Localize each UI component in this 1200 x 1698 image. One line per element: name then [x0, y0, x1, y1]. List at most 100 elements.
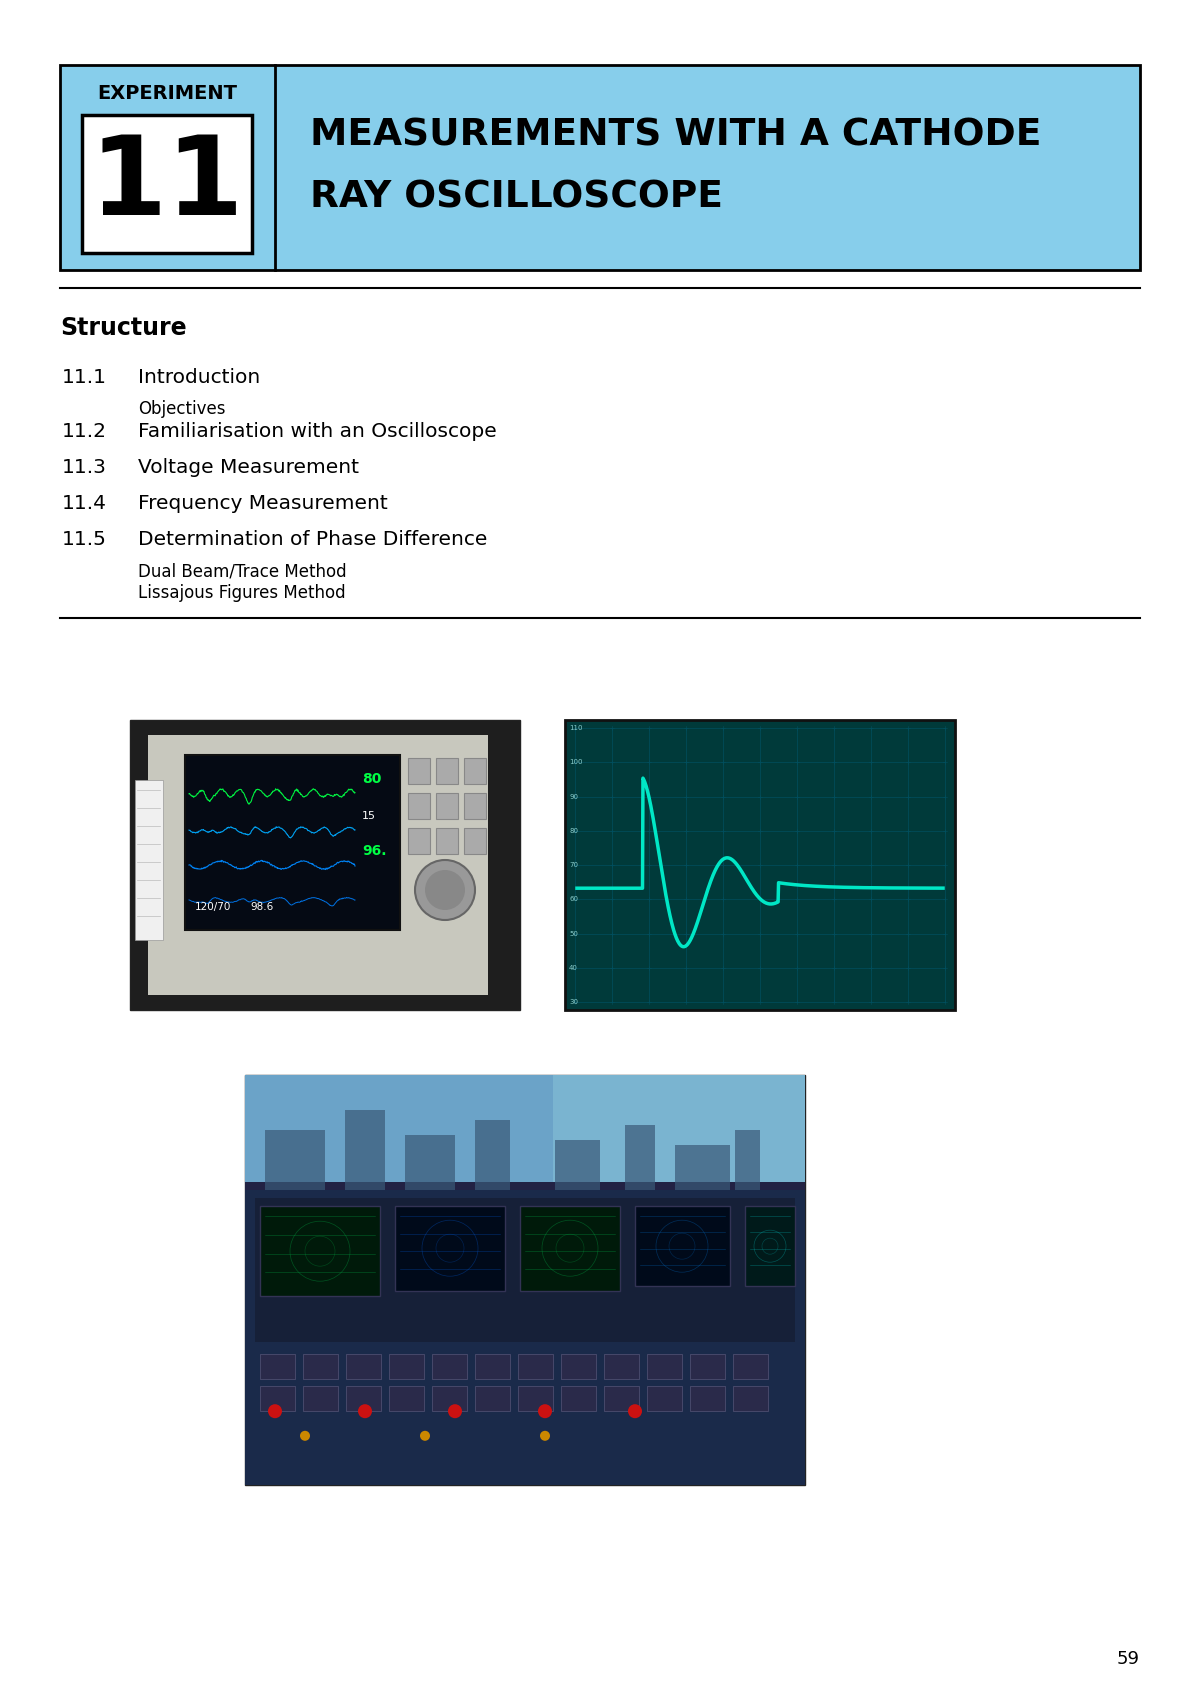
Bar [562, 1386, 596, 1411]
Circle shape [415, 859, 475, 920]
Bar [625, 1124, 655, 1190]
Bar [265, 1129, 325, 1190]
Circle shape [425, 869, 466, 910]
Bar [346, 1110, 385, 1190]
Text: 96.: 96. [362, 844, 386, 857]
Text: 100: 100 [569, 759, 582, 766]
Text: 110: 110 [569, 725, 582, 732]
Text: 50: 50 [569, 931, 578, 937]
Bar [674, 1144, 730, 1190]
Bar [408, 793, 430, 818]
Text: 98.6: 98.6 [250, 902, 274, 912]
Text: 11.1: 11.1 [62, 368, 107, 387]
Bar [553, 1075, 805, 1190]
Bar [565, 720, 955, 1010]
Bar [245, 1075, 805, 1190]
Bar [346, 1386, 382, 1411]
Bar [260, 1206, 380, 1296]
Bar [562, 1353, 596, 1379]
Text: 11: 11 [90, 131, 245, 238]
Text: Lissajous Figures Method: Lissajous Figures Method [138, 584, 346, 603]
Bar [432, 1353, 467, 1379]
Bar [245, 1182, 805, 1190]
Bar [395, 1206, 505, 1290]
Circle shape [358, 1404, 372, 1418]
Bar [130, 720, 520, 1010]
Text: Frequency Measurement: Frequency Measurement [138, 494, 388, 513]
Text: 90: 90 [569, 793, 578, 800]
Circle shape [538, 1404, 552, 1418]
Bar [148, 735, 488, 995]
Text: 70: 70 [569, 863, 578, 868]
Text: 11.2: 11.2 [62, 423, 107, 441]
Text: 11.3: 11.3 [62, 458, 107, 477]
Bar [389, 1353, 424, 1379]
Circle shape [448, 1404, 462, 1418]
Bar [745, 1206, 796, 1285]
Bar [408, 829, 430, 854]
Bar [302, 1353, 338, 1379]
Text: 11.5: 11.5 [62, 530, 107, 548]
Bar [436, 793, 458, 818]
Bar [554, 1139, 600, 1190]
Bar [436, 829, 458, 854]
Circle shape [300, 1431, 310, 1442]
Text: Voltage Measurement: Voltage Measurement [138, 458, 359, 477]
Bar [260, 1353, 295, 1379]
Bar [647, 1353, 682, 1379]
Text: EXPERIMENT: EXPERIMENT [97, 83, 238, 102]
Text: 11.4: 11.4 [62, 494, 107, 513]
Bar [604, 1386, 640, 1411]
Circle shape [628, 1404, 642, 1418]
Text: Determination of Phase Difference: Determination of Phase Difference [138, 530, 487, 548]
Bar [475, 1386, 510, 1411]
Bar [647, 1386, 682, 1411]
Bar [256, 1199, 796, 1341]
Text: Structure: Structure [60, 316, 187, 340]
Bar [245, 1075, 805, 1486]
Text: 59: 59 [1117, 1650, 1140, 1667]
Bar [734, 1129, 760, 1190]
Bar [475, 1353, 510, 1379]
Bar [464, 829, 486, 854]
Bar [60, 65, 1140, 270]
Bar [260, 1386, 295, 1411]
Bar [520, 1206, 620, 1290]
Bar [134, 779, 163, 941]
Text: Objectives: Objectives [138, 401, 226, 418]
Bar [604, 1353, 640, 1379]
Bar [436, 757, 458, 784]
Bar [406, 1134, 455, 1190]
Text: 30: 30 [569, 998, 578, 1005]
Text: Familiarisation with an Oscilloscope: Familiarisation with an Oscilloscope [138, 423, 497, 441]
Bar [475, 1119, 510, 1190]
Text: MEASUREMENTS WITH A CATHODE: MEASUREMENTS WITH A CATHODE [310, 117, 1042, 153]
Bar [464, 757, 486, 784]
Text: Introduction: Introduction [138, 368, 260, 387]
Bar [635, 1206, 730, 1285]
Bar [185, 756, 400, 931]
Bar [389, 1386, 424, 1411]
Text: 80: 80 [362, 773, 382, 786]
Bar [408, 757, 430, 784]
Text: 15: 15 [362, 812, 376, 822]
Bar [518, 1353, 553, 1379]
Text: Dual Beam/Trace Method: Dual Beam/Trace Method [138, 562, 347, 581]
Text: 120/70: 120/70 [194, 902, 232, 912]
Bar [690, 1386, 725, 1411]
Bar [432, 1386, 467, 1411]
Circle shape [268, 1404, 282, 1418]
Bar [733, 1353, 768, 1379]
Bar [733, 1386, 768, 1411]
Text: 40: 40 [569, 964, 578, 971]
Bar [245, 1190, 805, 1486]
Bar [346, 1353, 382, 1379]
Text: RAY OSCILLOSCOPE: RAY OSCILLOSCOPE [310, 180, 722, 216]
Bar [302, 1386, 338, 1411]
Bar [464, 793, 486, 818]
Bar [518, 1386, 553, 1411]
Text: 60: 60 [569, 897, 578, 902]
Circle shape [540, 1431, 550, 1442]
Bar [690, 1353, 725, 1379]
Bar [82, 115, 252, 253]
